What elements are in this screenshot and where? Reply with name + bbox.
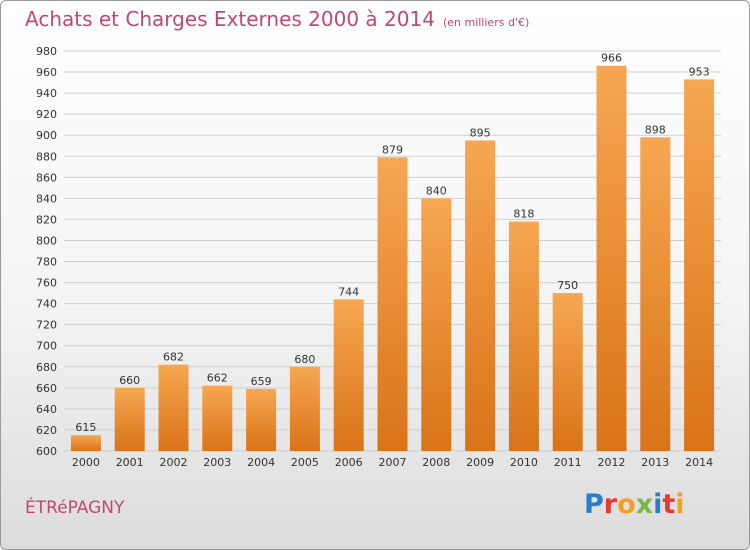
value-labels: 615 660 682 662 659 680 744 879 840 895 818 750 966 8…	[75, 52, 709, 434]
value-label: 898	[645, 123, 666, 136]
y-tick-label: 960	[36, 66, 57, 79]
x-axis-ticks: 2000 2001 2002 2003 2004 2005 2006 2007 2008 2009…	[72, 456, 713, 469]
y-tick-label: 760	[36, 277, 57, 290]
y-tick-label: 880	[36, 150, 57, 163]
y-tick-label: 680	[36, 361, 57, 374]
logo-letter: r	[603, 489, 618, 520]
x-tick-label: 2008	[422, 456, 450, 469]
value-label: 682	[163, 351, 184, 364]
bar-2005	[289, 366, 320, 451]
bars	[70, 65, 715, 451]
x-tick-label: 2005	[291, 456, 319, 469]
y-axis-ticks: 600 620 640 660 680 700 720 740 760 780 800 820 840 8…	[36, 45, 57, 458]
logo-letter: i	[675, 489, 685, 520]
y-tick-label: 780	[36, 256, 57, 269]
y-tick-label: 720	[36, 319, 57, 332]
value-label: 662	[207, 372, 228, 385]
bar-2008	[421, 198, 452, 451]
bar-2002	[158, 364, 189, 451]
x-tick-label: 2007	[379, 456, 407, 469]
value-label: 879	[382, 143, 403, 156]
bar-2001	[114, 387, 145, 451]
bar-2007	[377, 157, 408, 451]
value-label: 659	[251, 375, 272, 388]
x-tick-label: 2013	[641, 456, 669, 469]
x-tick-label: 2001	[116, 456, 144, 469]
title-unit: (en milliers d'€)	[442, 16, 530, 29]
logo-letter: o	[617, 489, 636, 520]
y-tick-label: 860	[36, 171, 57, 184]
logo-letter: P	[584, 489, 604, 520]
bar-2011	[552, 293, 583, 451]
x-tick-label: 2006	[335, 456, 363, 469]
y-tick-label: 980	[36, 45, 57, 58]
x-tick-label: 2004	[247, 456, 275, 469]
y-tick-label: 800	[36, 234, 57, 247]
value-label: 615	[75, 421, 96, 434]
proxiti-logo: Proxiti	[584, 489, 685, 520]
logo-letter: t	[662, 489, 676, 520]
chart-title: Achats et Charges Externes 2000 à 2014 (e…	[25, 7, 529, 31]
y-tick-label: 840	[36, 192, 57, 205]
bar-2004	[246, 388, 277, 451]
y-tick-label: 620	[36, 424, 57, 437]
x-tick-label: 2010	[510, 456, 538, 469]
x-tick-label: 2000	[72, 456, 100, 469]
bar-2009	[465, 140, 496, 451]
bar-2014	[684, 79, 715, 451]
bar-2013	[640, 137, 671, 451]
logo-letter: i	[653, 489, 663, 520]
y-tick-label: 820	[36, 213, 57, 226]
value-label: 953	[689, 65, 710, 78]
y-tick-label: 600	[36, 445, 57, 458]
town-name: ÉTRéPAGNY	[25, 498, 125, 518]
bar-2003	[202, 385, 233, 451]
logo-letter: x	[635, 489, 654, 520]
y-tick-label: 940	[36, 87, 57, 100]
x-tick-label: 2003	[203, 456, 231, 469]
y-tick-label: 920	[36, 108, 57, 121]
y-tick-label: 900	[36, 129, 57, 142]
title-text: Achats et Charges Externes 2000 à 2014	[25, 7, 435, 31]
value-label: 660	[119, 374, 140, 387]
y-tick-label: 660	[36, 382, 57, 395]
y-tick-label: 640	[36, 403, 57, 416]
bar-2010	[508, 221, 539, 451]
value-label: 966	[601, 52, 622, 65]
y-tick-label: 700	[36, 340, 57, 353]
y-tick-label: 740	[36, 298, 57, 311]
value-label: 840	[426, 184, 447, 197]
x-tick-label: 2014	[685, 456, 713, 469]
value-label: 750	[557, 279, 578, 292]
bar-2012	[596, 65, 627, 451]
bar-2000	[70, 435, 101, 451]
value-label: 895	[470, 126, 491, 139]
value-label: 680	[294, 353, 315, 366]
value-label: 818	[513, 208, 534, 221]
x-tick-label: 2012	[598, 456, 626, 469]
bar-2006	[333, 299, 364, 451]
x-tick-label: 2011	[554, 456, 582, 469]
value-label: 744	[338, 285, 359, 298]
x-tick-label: 2002	[160, 456, 188, 469]
x-tick-label: 2009	[466, 456, 494, 469]
